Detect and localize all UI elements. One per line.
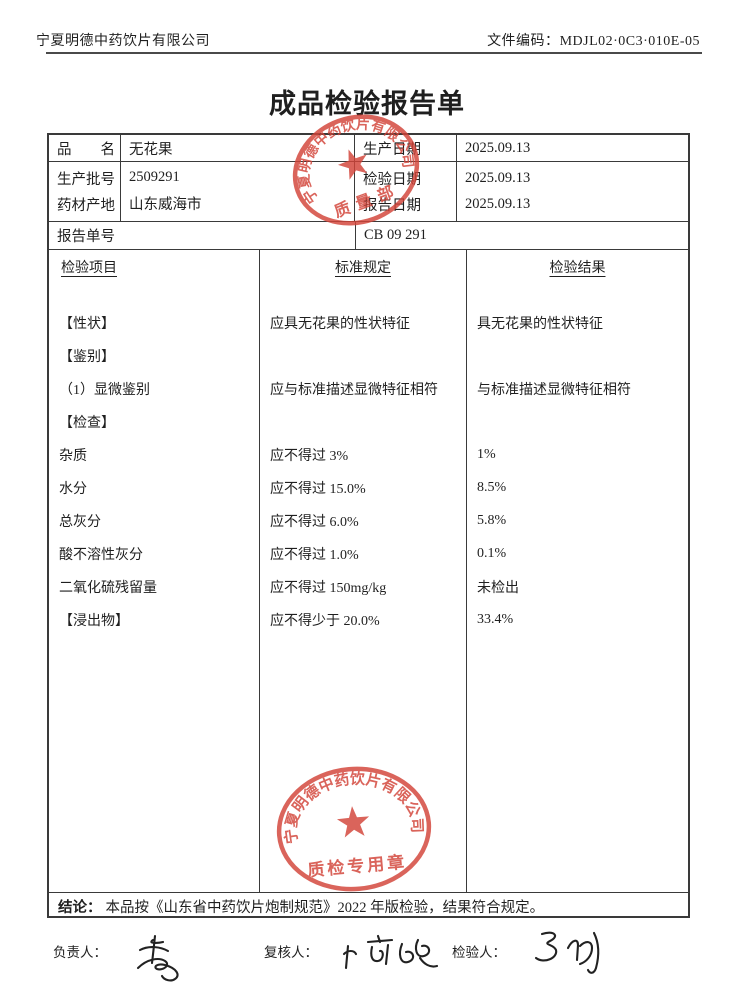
row-standard: 应不得过 3% xyxy=(260,438,467,471)
row-item: 二氧化硫残留量 xyxy=(49,570,260,603)
batch-number-label: 生产批号 xyxy=(57,172,115,189)
product-name-value: 无花果 xyxy=(121,135,355,162)
conclusion-label: 结论： xyxy=(58,900,102,916)
row-item: 杂质 xyxy=(49,438,260,471)
conclusion-text: 本品按《山东省中药饮片炮制规范》2022 年版检验，结果符合规定。 xyxy=(105,900,545,916)
page-title: 成品检验报告单 xyxy=(269,89,465,119)
report-no-value: CB 09 291 xyxy=(355,222,688,250)
report-table: 品 名 无花果 生产日期 2025.09.13 生产批号 药材产地 250929… xyxy=(47,133,690,918)
row-result xyxy=(467,405,688,438)
row-result: 具无花果的性状特征 xyxy=(477,316,603,332)
row-item: 总灰分 xyxy=(49,504,260,537)
responsible-label: 负责人： xyxy=(53,945,107,960)
conclusion-row: 结论： 本品按《山东省中药饮片炮制规范》2022 年版检验，结果符合规定。 xyxy=(49,892,688,920)
row-standard xyxy=(260,405,467,438)
page-header: 宁夏明德中药饮片有限公司 文件编码：MDJL02·0C3·010E-05 xyxy=(36,30,700,50)
production-date-label: 生产日期 xyxy=(355,135,457,162)
row-standard: 应不得过 1.0% xyxy=(260,537,467,570)
row-standard: 应具无花果的性状特征 xyxy=(260,306,467,339)
report-date-label: 报告日期 xyxy=(363,197,421,214)
row-result: 5.8% xyxy=(477,512,507,528)
info-row-report-no: 报告单号 CB 09 291 xyxy=(49,222,688,250)
row-standard: 应与标准描述显微特征相符 xyxy=(260,372,467,405)
row-result: 与标准描述显微特征相符 xyxy=(477,382,631,398)
row-result xyxy=(467,339,688,372)
origin-label: 药材产地 xyxy=(57,197,115,214)
row-result: 8.5% xyxy=(477,479,507,495)
inspection-date-value: 2025.09.13 xyxy=(465,170,531,187)
reviewer-label: 复核人： xyxy=(264,945,318,960)
row-standard: 应不得过 15.0% xyxy=(260,471,467,504)
column-header-item: 检验项目 xyxy=(61,261,117,276)
responsible-signature xyxy=(136,934,179,982)
report-no-label: 报告单号 xyxy=(49,222,355,250)
origin-value: 山东威海市 xyxy=(129,196,202,213)
row-item: （1）显微鉴别 xyxy=(49,372,260,405)
inspector-label: 检验人： xyxy=(452,945,506,960)
reviewer-signature xyxy=(342,934,439,970)
row-item: 【检查】 xyxy=(49,405,260,438)
row-result: 未检出 xyxy=(477,580,519,596)
inspection-grid: 检验项目 标准规定 检验结果 【性状】 应具无花果的性状特征 具无花果的性状特征… xyxy=(49,250,688,892)
row-item: 【浸出物】 xyxy=(49,603,260,636)
row-item: 【鉴别】 xyxy=(49,339,260,372)
production-date-value: 2025.09.13 xyxy=(457,135,688,162)
row-item: 水分 xyxy=(49,471,260,504)
row-result: 0.1% xyxy=(477,545,507,561)
row-standard: 应不得过 150mg/kg xyxy=(260,570,467,603)
product-name-label: 品 名 xyxy=(49,135,121,162)
info-row-product: 品 名 无花果 生产日期 2025.09.13 xyxy=(49,135,688,162)
row-item: 【性状】 xyxy=(49,306,260,339)
row-standard: 应不得少于 20.0% xyxy=(260,603,467,636)
batch-number-value: 2509291 xyxy=(129,169,180,186)
inspection-date-label: 检验日期 xyxy=(363,172,421,189)
row-result: 33.4% xyxy=(477,611,514,627)
company-name: 宁夏明德中药饮片有限公司 xyxy=(36,34,210,49)
row-standard: 应不得过 6.0% xyxy=(260,504,467,537)
column-header-standard: 标准规定 xyxy=(335,261,391,276)
row-item: 酸不溶性灰分 xyxy=(49,537,260,570)
info-row-batch-origin: 生产批号 药材产地 2509291 山东威海市 检验日期 报告日期 2025.0… xyxy=(49,162,688,222)
column-header-result: 检验结果 xyxy=(549,261,606,276)
inspector-signature xyxy=(534,931,600,974)
report-date-value: 2025.09.13 xyxy=(465,195,531,212)
doc-code: 文件编码：MDJL02·0C3·010E-05 xyxy=(487,34,700,49)
row-standard xyxy=(260,339,467,372)
row-result: 1% xyxy=(477,446,496,462)
header-divider xyxy=(46,52,702,54)
